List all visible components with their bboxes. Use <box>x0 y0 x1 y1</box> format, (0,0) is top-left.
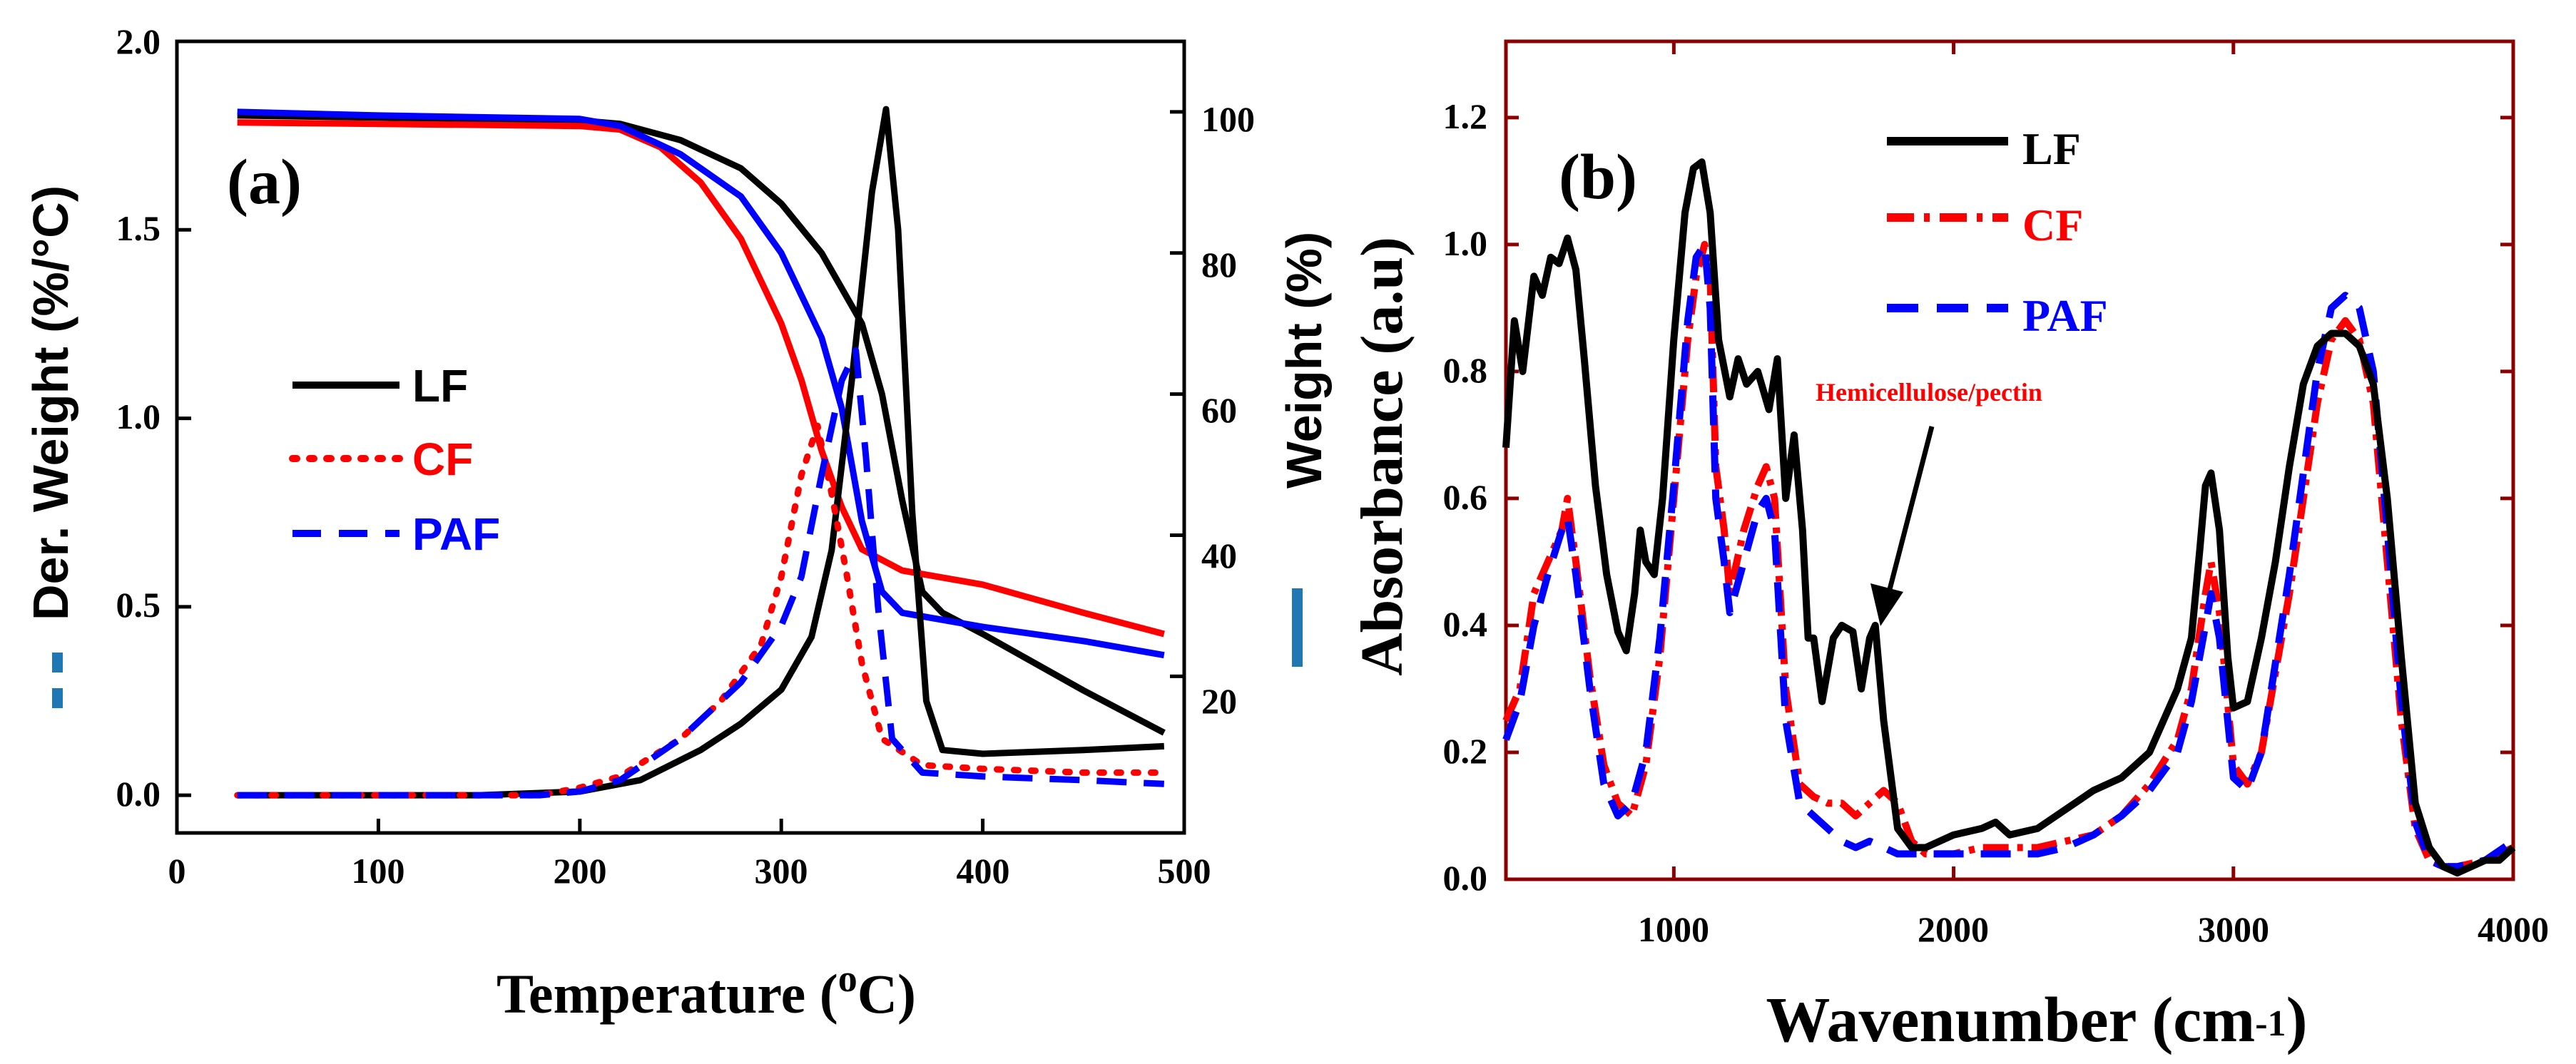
b-xtick-3000: 3000 <box>2198 909 2269 949</box>
a-right-ylabel-legend-mark <box>1292 588 1303 667</box>
b-xlabel-end: ) <box>2286 985 2308 1055</box>
a-left-ylabel-legend-mark2 <box>52 688 63 708</box>
panel-b-series <box>1502 158 2516 877</box>
a-legend-label-paf: PAF <box>412 508 500 560</box>
panel-b-legend: LF CF PAF <box>1887 123 2108 341</box>
a-series-cf-deriv <box>234 422 1168 799</box>
b-ytick-08: 0.8 <box>1443 350 1488 390</box>
panel-a-x-tick-labels: 0 100 200 300 400 500 <box>168 851 1211 891</box>
a-xlabel-end: C) <box>857 963 916 1025</box>
a-ytick-right-100: 100 <box>1201 99 1255 139</box>
panel-a-series <box>234 106 1168 799</box>
b-ytick-12: 1.2 <box>1443 96 1488 136</box>
a-ytick-left-2: 2.0 <box>116 21 161 61</box>
panel-b-ftir: 1000 2000 3000 4000 0.0 0.2 0.4 0.6 0.8 … <box>1349 39 2549 1055</box>
a-ytick-right-40: 40 <box>1201 536 1237 576</box>
panel-a-right-y-axis-title: Weight (%) <box>1276 232 1332 488</box>
a-series-paf-deriv <box>237 347 1165 799</box>
a-legend-label-cf: CF <box>412 434 473 485</box>
a-series-lf-deriv <box>237 106 1165 799</box>
a-legend-label-lf: LF <box>412 360 468 411</box>
panel-b-ticks <box>1506 41 2513 881</box>
panel-a-left-y-tick-labels: 0.0 0.5 1.0 1.5 2.0 <box>116 21 161 814</box>
a-series-lf-weight <box>237 112 1166 736</box>
a-xlabel-sup: o <box>838 957 857 1000</box>
panel-b-y-tick-labels: 0.0 0.2 0.4 0.6 0.8 1.0 1.2 <box>1443 96 1488 898</box>
b-xtick-1000: 1000 <box>1638 909 1709 949</box>
panel-b-label: (b) <box>1559 142 1637 213</box>
b-xtick-4000: 4000 <box>2478 909 2549 949</box>
panel-b-annotation-arrowhead <box>1870 583 1903 626</box>
b-xlabel-sup: -1 <box>2255 1003 2286 1044</box>
a-xtick-400: 400 <box>957 851 1010 891</box>
a-ytick-left-15: 1.5 <box>116 208 161 248</box>
panel-a-tga: 0 100 200 300 400 500 0.0 0.5 1.0 1.5 2.… <box>23 21 1332 1025</box>
a-xtick-200: 200 <box>554 851 607 891</box>
panel-a-plot-frame <box>175 39 1186 835</box>
b-xtick-2000: 2000 <box>1918 909 1989 949</box>
a-ytick-left-05: 0.5 <box>116 585 161 625</box>
a-xtick-100: 100 <box>352 851 405 891</box>
b-ytick-06: 0.6 <box>1443 477 1488 517</box>
panel-b-y-axis-title: Absorbance (a.u) <box>1349 237 1415 676</box>
panel-a-legend: LF CF PAF <box>289 360 500 560</box>
panel-a-right-y-tick-labels: 20 40 60 80 100 <box>1201 99 1255 721</box>
b-series-lf <box>1502 158 2516 877</box>
panel-b-x-tick-labels: 1000 2000 3000 4000 <box>1638 909 2549 949</box>
panel-b-x-axis-title: Wavenumber (cm-1) <box>1766 985 2307 1055</box>
b-xlabel-main: Wavenumber (cm <box>1766 985 2255 1055</box>
a-series-paf-weight <box>237 108 1165 659</box>
a-ytick-right-60: 60 <box>1201 390 1237 430</box>
panel-b-annotation-arrow <box>1885 426 1935 598</box>
a-series-cf-weight <box>237 119 1165 638</box>
b-ytick-04: 0.4 <box>1443 604 1488 644</box>
panel-b-annotation: Hemicellulose/pectin <box>1816 378 2042 406</box>
b-ytick-10: 1.0 <box>1443 223 1488 263</box>
b-legend-label-paf: PAF <box>2022 290 2108 341</box>
a-xtick-300: 300 <box>755 851 808 891</box>
a-ytick-left-0: 0.0 <box>116 774 161 814</box>
panel-a-x-axis-title: Temperature (oC) <box>497 957 916 1025</box>
b-series-paf <box>1502 240 2515 871</box>
panel-a-left-y-axis-title: Der. Weight (%/°C) <box>23 185 78 620</box>
a-ytick-right-20: 20 <box>1201 681 1237 721</box>
a-ytick-right-80: 80 <box>1201 245 1237 285</box>
b-legend-label-cf: CF <box>2022 200 2083 250</box>
a-left-ylabel-legend-mark <box>52 653 63 672</box>
a-xtick-0: 0 <box>168 851 186 891</box>
a-ytick-left-1: 1.0 <box>116 397 161 436</box>
a-xlabel-main: Temperature ( <box>497 963 838 1025</box>
b-legend-label-lf: LF <box>2022 123 2081 174</box>
panel-b-plot-frame <box>1504 39 2515 881</box>
b-ytick-00: 0.0 <box>1443 858 1488 898</box>
b-ytick-02: 0.2 <box>1443 731 1488 771</box>
a-xtick-500: 500 <box>1158 851 1211 891</box>
panel-a-ticks <box>175 39 1186 833</box>
panel-a-label: (a) <box>227 147 302 218</box>
